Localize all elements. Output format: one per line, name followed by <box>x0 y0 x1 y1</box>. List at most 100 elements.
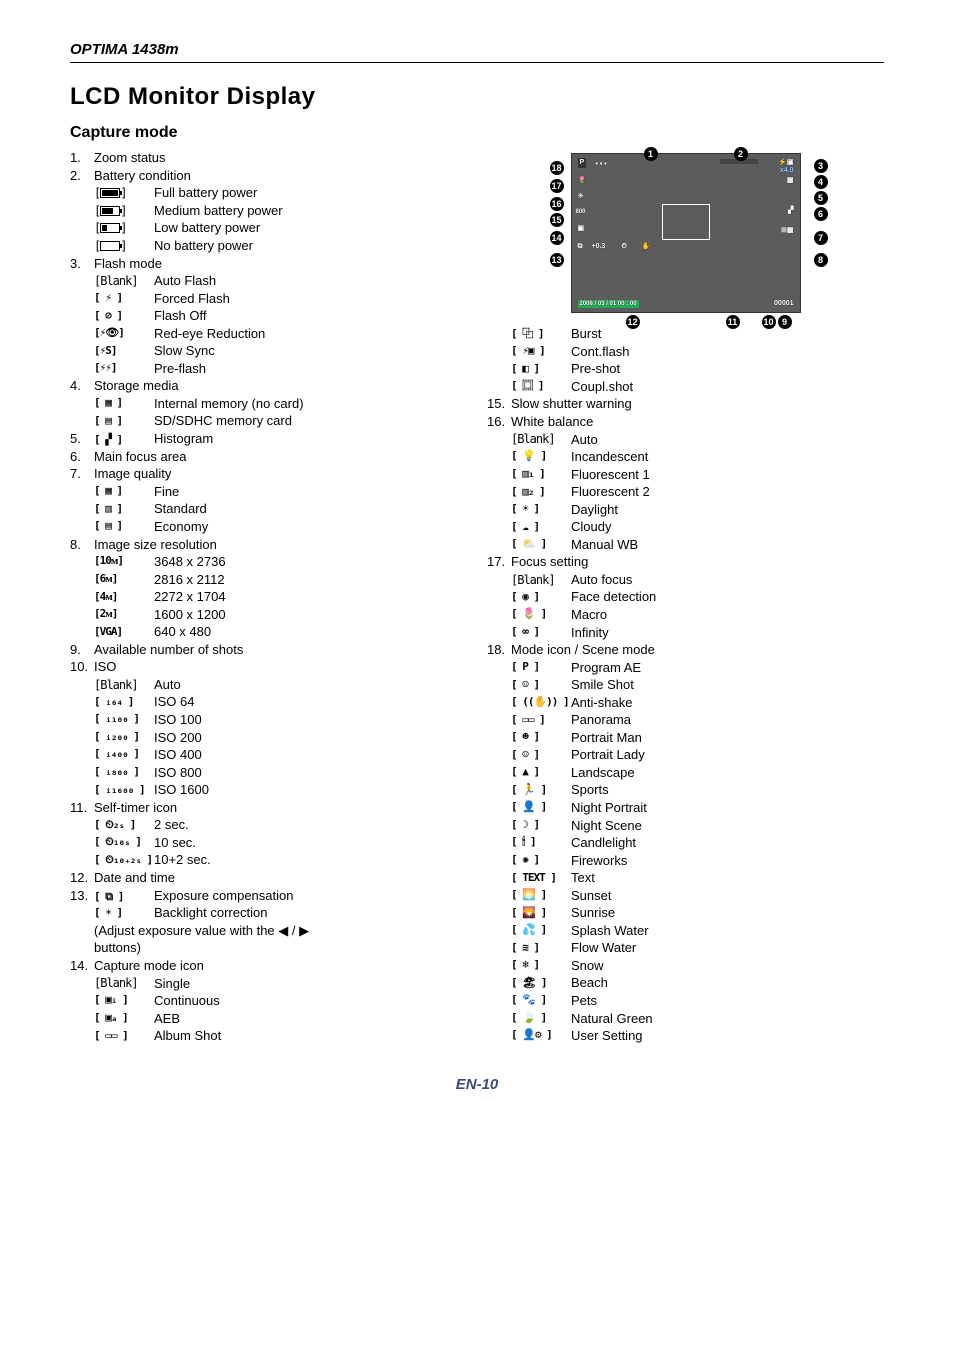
callout-4: 4 <box>814 175 828 189</box>
icon-cell: [ ☺ ] <box>511 676 571 694</box>
icon-cell: [2ᴍ] <box>94 606 154 624</box>
callout-1: 1 <box>644 147 658 161</box>
list-number: 1. <box>70 149 94 167</box>
sub-label: Sports <box>571 781 884 799</box>
icon-cell: [ ⏲₁₀₊₂ₛ ] <box>94 851 154 869</box>
icon-cell: [ ☀ ] <box>94 904 154 922</box>
icon-cell: [ 🍃 ] <box>511 1010 571 1028</box>
sub-label: Fluorescent 2 <box>571 483 884 501</box>
sub-label: Backlight correction <box>154 904 467 922</box>
list-label: Slow shutter warning <box>511 395 884 413</box>
sub-label: Cont.flash <box>571 343 884 361</box>
list-label: White balance <box>511 413 884 431</box>
icon-cell: [Blank] <box>94 272 154 290</box>
icon-cell: [ ▥₁ ] <box>511 466 571 484</box>
sub-label: SD/SDHC memory card <box>154 412 467 430</box>
lcd-screen: P • • • x4.0 ⚡▣ ▦ 🌷 ☀ 800 ▣ ⧉ +0.3 ⏲ ✋ ▞… <box>571 153 801 313</box>
sub-label: Fine <box>154 483 467 501</box>
icon-cell: [ ❄ ] <box>511 957 571 975</box>
right-continuation: [ ⿻ ]Burst[ ⚡▣ ]Cont.flash[ ◧ ]Pre-shot[… <box>511 325 884 395</box>
icon-cell: [VGA] <box>94 623 154 641</box>
sub-label: Pre-flash <box>154 360 467 378</box>
callout-15: 15 <box>550 213 564 227</box>
sub-label: Forced Flash <box>154 290 467 308</box>
callout-14: 14 <box>550 231 564 245</box>
icon-cell: [ ▤ ] <box>94 412 154 430</box>
icon-cell: [ ⿴ ] <box>511 378 571 396</box>
list-label: [ ⧉ ]Exposure compensation <box>94 887 467 905</box>
sub-label: ISO 800 <box>154 764 467 782</box>
icon-cell: [ ⛅ ] <box>511 536 571 554</box>
icon-cell: [Blank] <box>511 571 571 589</box>
icon-cell: [ 👤⚙ ] <box>511 1027 571 1045</box>
icon-cell: [ ▤ ] <box>94 518 154 536</box>
list-number: 18. <box>487 641 511 659</box>
icon-cell: [ ▦ ] <box>94 483 154 501</box>
icon-cell: [ ▲ ] <box>511 764 571 782</box>
callout-16: 16 <box>550 197 564 211</box>
icon-cell: [ ⏲₁₀ₛ ] <box>94 834 154 852</box>
icon-cell: [ ☽ ] <box>511 817 571 835</box>
icon-cell: [ ☁ ] <box>511 518 571 536</box>
icon-cell: [ ∞ ] <box>511 624 571 642</box>
page-header: OPTIMA 1438m <box>70 41 179 58</box>
icon-cell: [ 🌅 ] <box>511 887 571 905</box>
icon-cell: [ ᵢ₁₀₀ ] <box>94 711 154 729</box>
right-list: 15.Slow shutter warning16.White balance[… <box>487 395 884 1044</box>
sub-label: Economy <box>154 518 467 536</box>
sub-label: ISO 200 <box>154 729 467 747</box>
callout-3: 3 <box>814 159 828 173</box>
list-number: 8. <box>70 536 94 554</box>
list-number: 17. <box>487 553 511 571</box>
icon-cell: [ ᵢ₄₀₀ ] <box>94 746 154 764</box>
sub-label: Sunrise <box>571 904 884 922</box>
icon-cell: [Blank] <box>94 676 154 694</box>
icon-cell: [ ⿻ ] <box>511 325 571 343</box>
callout-13: 13 <box>550 253 564 267</box>
sub-label: Beach <box>571 974 884 992</box>
icon-cell: [] <box>94 202 154 220</box>
icon-cell: [ ᵢ₆₄ ] <box>94 693 154 711</box>
sub-label: Program AE <box>571 659 884 677</box>
list-number: 3. <box>70 255 94 273</box>
icon-cell: [ 🐾 ] <box>511 992 571 1010</box>
page-subtitle: Capture mode <box>70 122 884 144</box>
list-label: Image size resolution <box>94 536 467 554</box>
sub-label: User Setting <box>571 1027 884 1045</box>
sub-label: Slow Sync <box>154 342 467 360</box>
list-number: 2. <box>70 167 94 185</box>
list-label: ISO <box>94 658 467 676</box>
list-label: Available number of shots <box>94 641 467 659</box>
sub-label: Panorama <box>571 711 884 729</box>
icon-cell: [ ▣ₐ ] <box>94 1010 154 1028</box>
icon-cell: [] <box>94 184 154 202</box>
list-number: 12. <box>70 869 94 887</box>
sub-label: Portrait Man <box>571 729 884 747</box>
sub-label: 2 sec. <box>154 816 467 834</box>
sub-label: Full battery power <box>154 184 467 202</box>
sub-label: Coupl.shot <box>571 378 884 396</box>
sub-label: Portrait Lady <box>571 746 884 764</box>
icon-cell: [ ≋ ] <box>511 939 571 957</box>
page-title: LCD Monitor Display <box>70 81 884 113</box>
sub-label: Fireworks <box>571 852 884 870</box>
list-number: 14. <box>70 957 94 975</box>
icon-cell: [ P ] <box>511 659 571 677</box>
sub-label: ISO 64 <box>154 693 467 711</box>
icon-cell: [⚡S] <box>94 342 154 360</box>
icon-cell: [ 👤 ] <box>511 799 571 817</box>
left-column: 1.Zoom status2.Battery condition[]Full b… <box>70 149 467 1044</box>
sub-label: ISO 100 <box>154 711 467 729</box>
right-column: P • • • x4.0 ⚡▣ ▦ 🌷 ☀ 800 ▣ ⧉ +0.3 ⏲ ✋ ▞… <box>487 149 884 1044</box>
icon-cell: [ 🏖 ] <box>511 974 571 992</box>
icon-cell: [⚡👁] <box>94 325 154 343</box>
page-footer: EN-10 <box>70 1075 884 1095</box>
sub-label: 10 sec. <box>154 834 467 852</box>
icon-cell: [ ▭▭ ] <box>511 711 571 729</box>
sub-label: 10+2 sec. <box>154 851 467 869</box>
list-label: Capture mode icon <box>94 957 467 975</box>
icon-cell: [ ᵢ₂₀₀ ] <box>94 729 154 747</box>
icon-cell: [Blank] <box>511 431 571 449</box>
sub-label: 1600 x 1200 <box>154 606 467 624</box>
sub-label: Face detection <box>571 588 884 606</box>
